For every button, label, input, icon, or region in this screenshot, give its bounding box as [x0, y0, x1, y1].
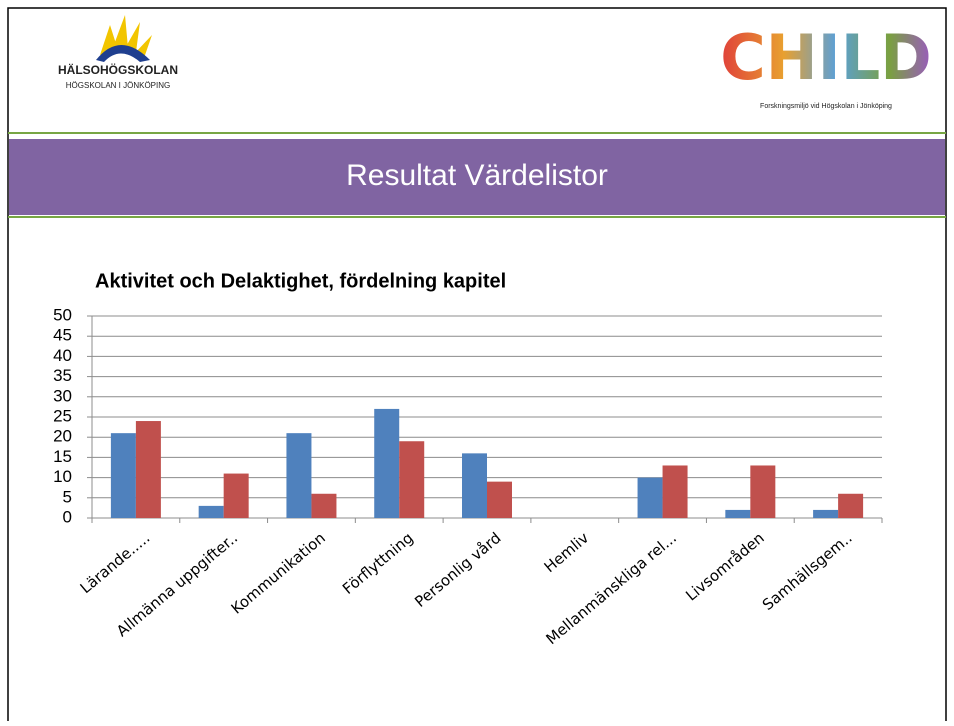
y-tick-label: 20	[53, 427, 72, 446]
child-caption: Forskningsmiljö vid Högskolan i Jönköpin…	[760, 103, 892, 110]
slide-title: Resultat Värdelistor	[346, 159, 608, 192]
bar	[750, 465, 775, 518]
bar	[663, 465, 688, 518]
y-tick-label: 40	[53, 346, 72, 365]
y-tick-label: 50	[53, 305, 72, 324]
y-tick-label: 45	[53, 326, 72, 345]
bar	[462, 453, 487, 518]
bar	[136, 421, 161, 518]
y-tick-label: 25	[53, 406, 72, 425]
bar	[311, 494, 336, 518]
school-name: HÄLSOHÖGSKOLAN	[58, 62, 178, 77]
child-logo: CHILD	[720, 21, 931, 94]
y-tick-label: 0	[63, 507, 72, 526]
bar	[286, 433, 311, 518]
bar	[725, 510, 750, 518]
slide: HÄLSOHÖGSKOLAN HÖGSKOLAN I JÖNKÖPING CHI…	[0, 0, 954, 721]
bar	[638, 478, 663, 518]
y-tick-label: 30	[53, 386, 72, 405]
y-tick-label: 35	[53, 366, 72, 385]
y-tick-label: 10	[53, 467, 72, 486]
bar	[224, 474, 249, 518]
y-tick-label: 15	[53, 447, 72, 466]
y-tick-label: 5	[63, 487, 72, 506]
bar	[399, 441, 424, 518]
bar	[838, 494, 863, 518]
bar	[813, 510, 838, 518]
bar	[487, 482, 512, 518]
bar	[111, 433, 136, 518]
school-subtitle: HÖGSKOLAN I JÖNKÖPING	[66, 81, 170, 90]
chart-title: Aktivitet och Delaktighet, fördelning ka…	[95, 270, 506, 292]
bar	[374, 409, 399, 518]
bar	[199, 506, 224, 518]
